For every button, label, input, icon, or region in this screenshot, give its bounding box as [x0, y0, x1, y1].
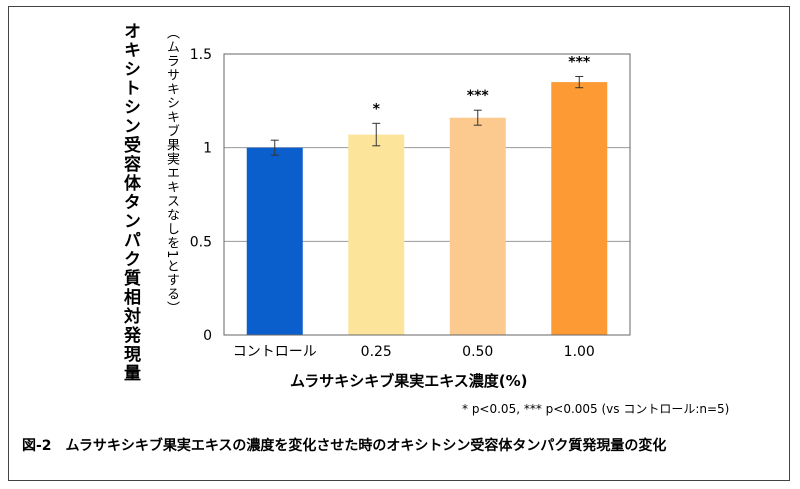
plot-area-border [223, 53, 631, 336]
bar [246, 147, 303, 335]
x-axis-label: ムラサキシキブ果実エキス濃度(%) [290, 372, 528, 390]
y-tick-label: 1 [203, 141, 212, 157]
significance-label: *** [568, 54, 591, 70]
y-tick-label: 0 [203, 328, 212, 344]
y-axis-label: オキシトシン受容体タンパク質相対発現量 [120, 22, 140, 383]
bar [348, 134, 405, 335]
figure-caption: 図-2 ムラサキシキブ果実エキスの濃度を変化させた時のオキシトシン受容体タンパク… [22, 438, 667, 454]
y-axis-sublabel: （ムラサキシキブ果実エキスなしを1とする） [164, 26, 179, 316]
figure-frame [8, 6, 790, 481]
y-tick-label: 0.5 [190, 234, 212, 250]
significance-labels: ******* [373, 54, 591, 117]
footnote: * p<0.05, *** p<0.005 (vs コントロール:n=5) [462, 402, 730, 416]
bar [449, 117, 506, 336]
x-tick-label: 0.25 [361, 344, 392, 360]
y-tick-label: 1.5 [190, 47, 212, 63]
significance-label: * [373, 101, 381, 117]
x-tick-labels: コントロール 0.25 0.50 1.00 [233, 344, 595, 360]
significance-label: *** [467, 88, 490, 104]
bar [551, 82, 608, 335]
x-tick-label: 0.50 [462, 344, 493, 360]
x-tick-label: 1.00 [564, 344, 595, 360]
bars [246, 82, 608, 336]
x-tick-label: コントロール [233, 344, 317, 360]
error-bars [270, 75, 584, 156]
y-tick-labels: 0 0.5 1 1.5 [190, 47, 212, 344]
